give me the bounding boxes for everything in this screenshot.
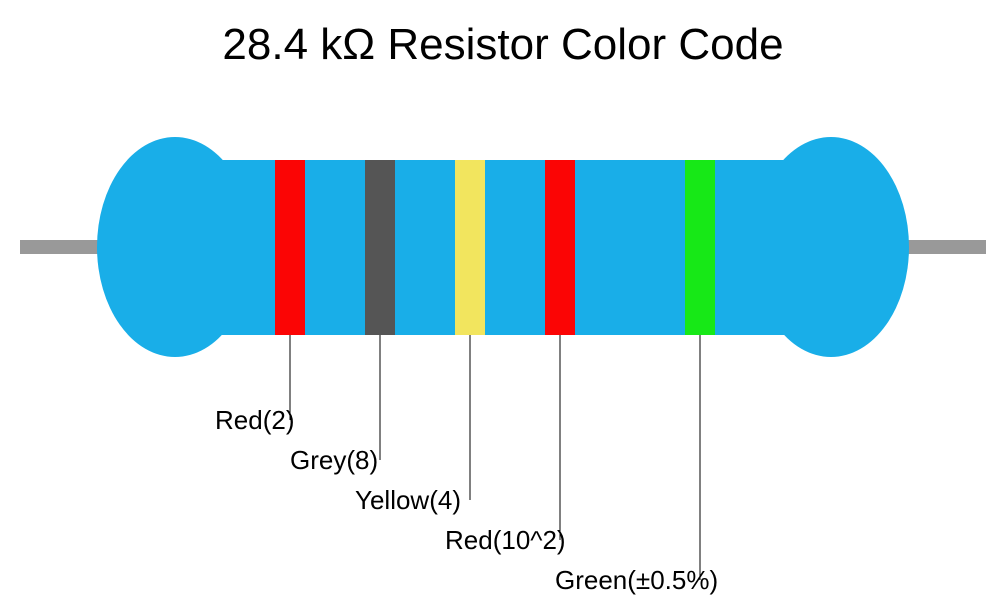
resistor-diagram — [0, 0, 1006, 607]
band-label-4: Red(10^2) — [445, 525, 566, 556]
resistor-body — [175, 160, 831, 335]
band-label-2: Grey(8) — [290, 445, 378, 476]
band-label-1: Red(2) — [215, 405, 294, 436]
resistor-band-2 — [365, 160, 395, 335]
resistor-band-5 — [685, 160, 715, 335]
resistor-band-4 — [545, 160, 575, 335]
resistor-band-3 — [455, 160, 485, 335]
resistor-band-1 — [275, 160, 305, 335]
band-label-3: Yellow(4) — [355, 485, 461, 516]
band-label-5: Green(±0.5%) — [555, 565, 718, 596]
